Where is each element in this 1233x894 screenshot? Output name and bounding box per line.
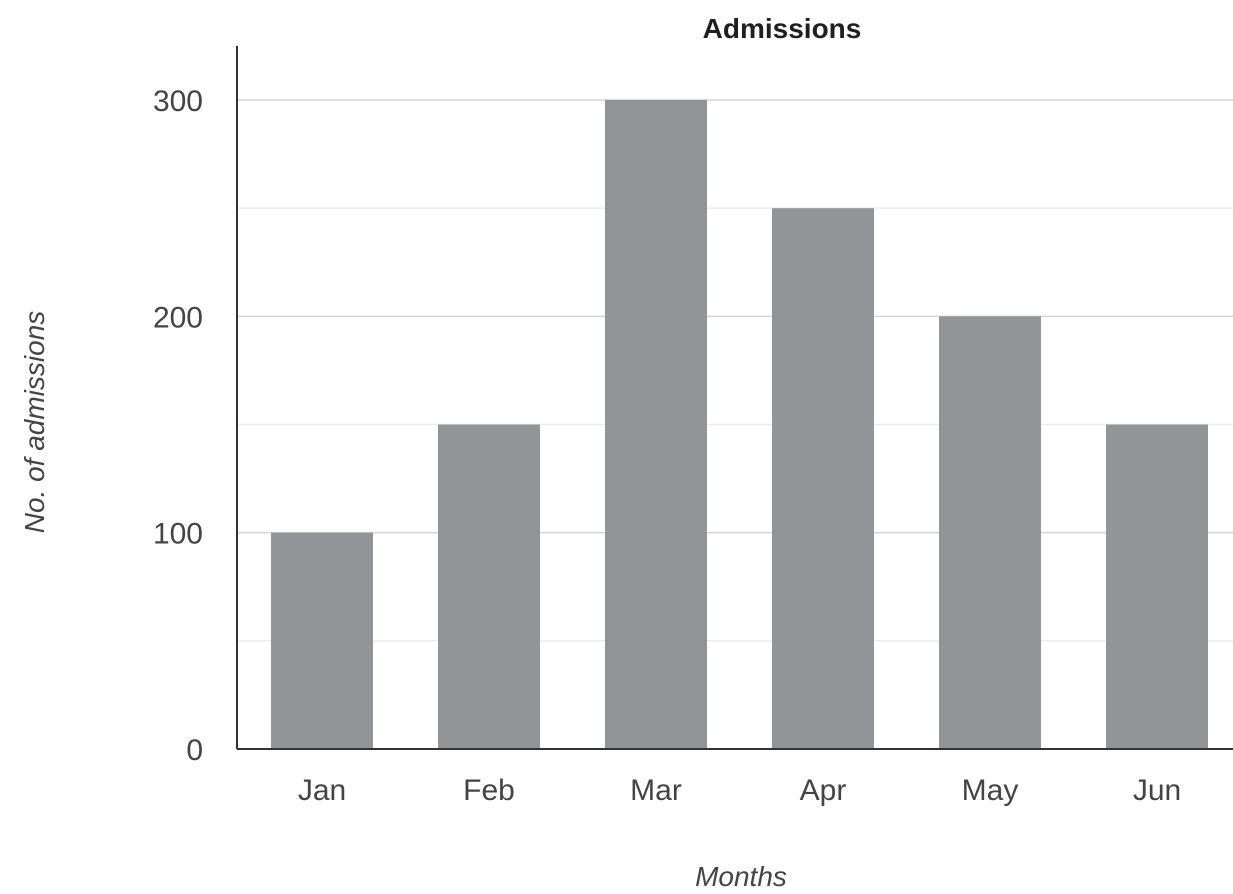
bar-may <box>939 316 1041 749</box>
y-axis-title: No. of admissions <box>19 311 50 534</box>
bar-jan <box>271 532 373 749</box>
x-tick-label-may: May <box>962 774 1019 807</box>
x-tick-labels: Jan Feb Mar Apr May Jun <box>298 774 1181 807</box>
x-tick-label-jun: Jun <box>1133 774 1181 807</box>
bar-feb <box>438 424 540 749</box>
bars <box>271 100 1208 749</box>
bar-mar <box>605 100 707 749</box>
y-tick-label-300: 300 <box>153 85 203 118</box>
x-tick-label-jan: Jan <box>298 774 346 807</box>
y-tick-label-0: 0 <box>186 734 203 767</box>
axes <box>236 46 1233 750</box>
bar-apr <box>772 208 874 749</box>
x-tick-label-apr: Apr <box>800 774 847 807</box>
chart-title: Admissions <box>703 13 862 44</box>
x-tick-label-mar: Mar <box>630 774 682 807</box>
bar-jun <box>1106 424 1208 749</box>
gridlines <box>237 99 1233 642</box>
x-tick-label-feb: Feb <box>463 774 515 807</box>
y-tick-label-200: 200 <box>153 301 203 334</box>
y-tick-label-100: 100 <box>153 518 203 551</box>
y-tick-labels: 0 100 200 300 <box>153 85 203 767</box>
x-axis-title: Months <box>695 861 787 892</box>
